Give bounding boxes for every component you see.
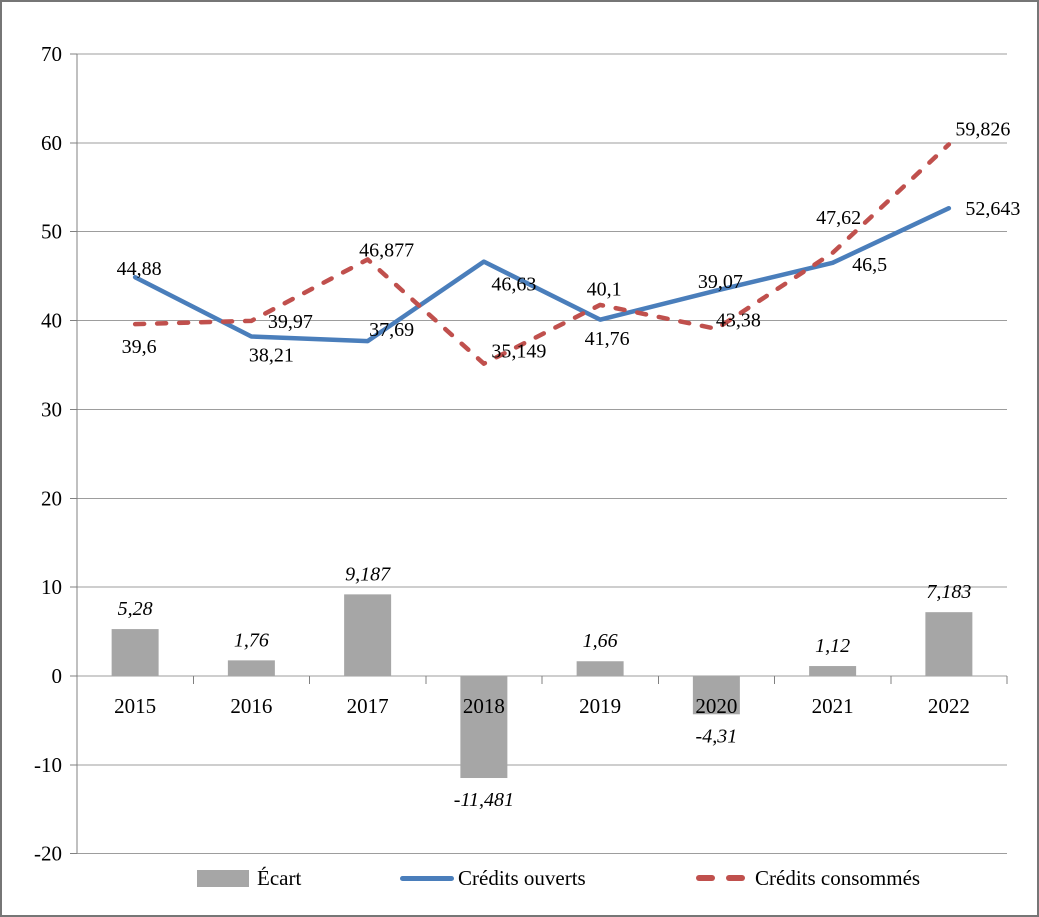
ecart-bar-2017 (344, 594, 392, 676)
ecart-bar-2021 (809, 666, 857, 676)
line-value-label: 46,63 (491, 274, 536, 296)
x-year-label: 2018 (463, 694, 505, 718)
x-year-label: 2016 (230, 694, 272, 718)
y-tick-label: 20 (41, 486, 62, 510)
line-value-label: 41,76 (585, 328, 630, 350)
y-tick-label: 10 (41, 575, 62, 599)
line-value-label: 59,826 (955, 118, 1010, 140)
x-year-label: 2015 (114, 694, 156, 718)
ecart-bar-2022 (925, 612, 973, 676)
credits-consommes-legend-label: Crédits consommés (755, 865, 921, 890)
line-value-label: 40,1 (587, 279, 622, 301)
bar-value-label: 1,76 (234, 629, 269, 651)
ecart-bar-2020 (692, 676, 740, 715)
chart-legend: Écart Crédits ouverts Crédits consommés (2, 860, 1037, 900)
line-value-label: 47,62 (816, 207, 861, 229)
line-value-label: 37,69 (369, 319, 414, 341)
x-year-label: 2017 (347, 694, 389, 718)
bar-value-label: -11,481 (454, 789, 514, 811)
legend-item-credits-ouverts: Crédits ouverts (400, 864, 586, 892)
legend-item-credits-consommes: Crédits consommés (696, 864, 920, 892)
line-value-label: 35,149 (491, 341, 546, 363)
line-value-label: 46,877 (359, 239, 414, 261)
ecart-legend-swatch (197, 869, 249, 887)
x-year-label: 2019 (579, 694, 621, 718)
credits-ouverts-legend-label: Crédits ouverts (458, 865, 586, 890)
ecart-bar-2018 (460, 676, 508, 779)
bar-value-label: 1,66 (583, 630, 618, 652)
y-tick-label: 30 (41, 397, 62, 421)
ecart-legend-label: Écart (257, 865, 302, 890)
ecart-bar-2019 (576, 661, 624, 676)
y-tick-label: 40 (41, 309, 62, 333)
line-value-label: 52,643 (965, 198, 1020, 220)
line-value-label: 39,6 (122, 336, 157, 358)
bar-value-label: -4,31 (696, 725, 738, 747)
ecart-bar-2016 (227, 660, 275, 676)
bar-value-label: 9,187 (345, 563, 391, 585)
credits-consommes-legend-swatch (696, 875, 745, 881)
y-tick-label: 0 (52, 664, 63, 688)
bar-value-label: 5,28 (118, 598, 153, 620)
line-value-label: 44,88 (117, 258, 162, 280)
line-value-label: 46,5 (852, 254, 887, 276)
line-value-label: 39,07 (698, 271, 743, 293)
x-year-label: 2020 (695, 694, 737, 718)
ecart-bar-2015 (111, 629, 159, 676)
x-year-label: 2021 (812, 694, 854, 718)
y-tick-label: -10 (34, 753, 62, 777)
credits-ouverts-legend-swatch (400, 875, 454, 881)
y-tick-label: 60 (41, 131, 62, 155)
bar-value-label: 1,12 (815, 635, 850, 657)
line-value-label: 43,38 (716, 310, 761, 332)
y-tick-label: 50 (41, 220, 62, 244)
credits-ouverts-line (132, 205, 952, 344)
bar-value-label: 7,183 (926, 581, 971, 603)
y-tick-label: 70 (41, 42, 62, 66)
x-year-label: 2022 (928, 694, 970, 718)
line-value-label: 39,97 (268, 311, 313, 333)
credits-consommes-line (132, 142, 952, 366)
legend-item-ecart: Écart (197, 864, 301, 892)
line-value-label: 38,21 (249, 344, 294, 366)
y-tick-label: -20 (34, 842, 62, 866)
